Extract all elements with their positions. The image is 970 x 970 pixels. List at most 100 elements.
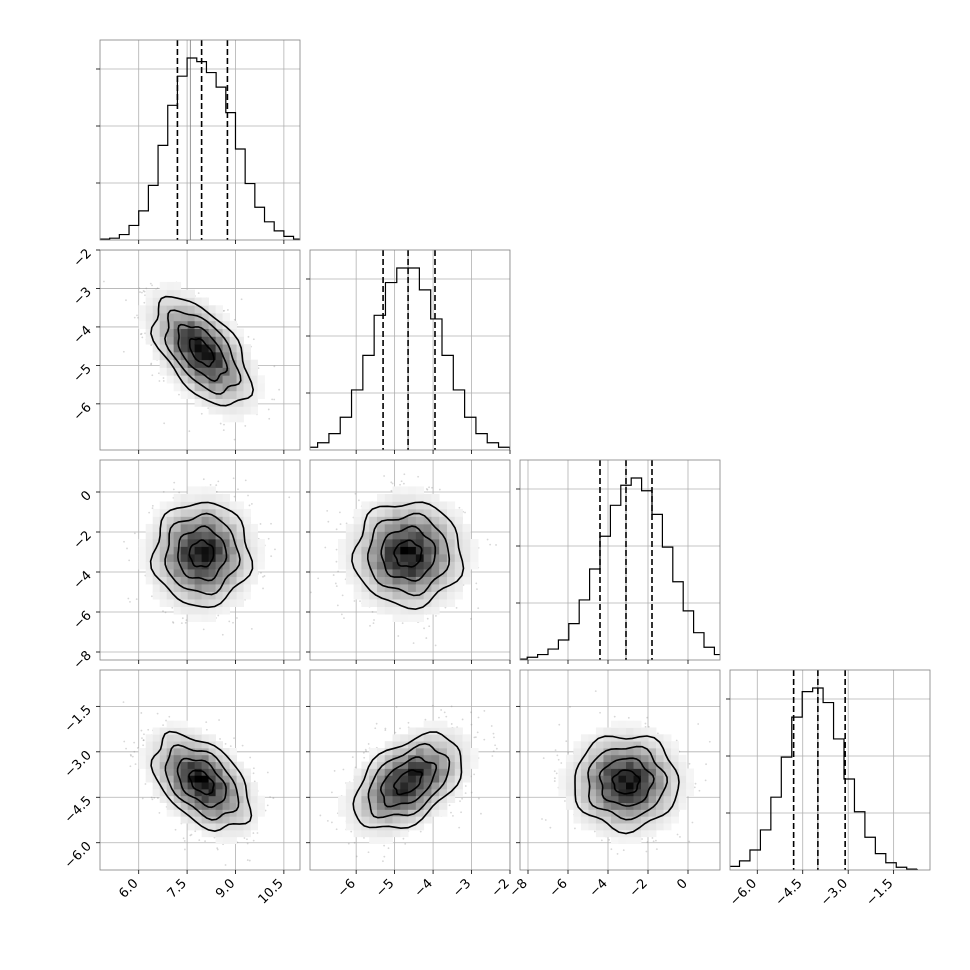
scatter-point (428, 486, 430, 489)
density-cell (415, 727, 425, 735)
density-cell (361, 546, 370, 555)
density-cell (392, 741, 401, 749)
density-cell (415, 747, 425, 756)
density-cell (446, 768, 456, 776)
scatter-point (564, 800, 566, 802)
density-cell (187, 336, 196, 345)
density-cell (610, 768, 619, 776)
density-cell (454, 531, 463, 540)
density-cell (159, 305, 168, 314)
density-cell (166, 802, 175, 810)
scatter-point (185, 619, 188, 622)
density-cell (257, 546, 265, 555)
density-cell (208, 546, 216, 555)
density-cell (194, 508, 203, 517)
density-cell (187, 375, 196, 384)
density-cell (229, 809, 237, 817)
scatter-point (554, 749, 557, 752)
scatter-point (641, 838, 643, 840)
density-cell (208, 516, 216, 525)
density-cell (392, 823, 401, 831)
density-cell (159, 561, 168, 570)
density-cell (201, 344, 210, 353)
density-cell (229, 546, 237, 555)
scatter-point (162, 610, 164, 613)
scatter-point (122, 701, 125, 704)
scatter-point (262, 575, 264, 578)
density-cell (180, 297, 189, 306)
density-cell (376, 754, 386, 763)
density-cell (208, 795, 216, 804)
density-cell (222, 313, 230, 322)
density-cell (180, 305, 189, 314)
scatter-point (424, 718, 427, 721)
scatter-point (228, 620, 231, 623)
scatter-point (353, 600, 356, 602)
density-cell (573, 768, 582, 776)
scatter-point (252, 832, 255, 834)
scatter-point (627, 716, 630, 719)
density-cell (641, 802, 649, 810)
density-cell (338, 809, 347, 817)
density-cell (229, 576, 237, 585)
scatter-point (158, 380, 161, 382)
density-cell (138, 761, 147, 769)
density-cell (201, 516, 210, 525)
density-cell (618, 741, 627, 749)
density-cell (152, 761, 161, 769)
density-cell (166, 367, 175, 376)
scatter-point (162, 724, 164, 726)
scatter-point (269, 796, 271, 798)
density-cell (159, 508, 168, 517)
density-cell (671, 788, 679, 797)
density-cell (648, 802, 657, 810)
hist-frame (99, 39, 301, 241)
contour-line (177, 525, 228, 582)
scatter-point (645, 850, 648, 853)
density-cell (408, 795, 417, 804)
density-cell (648, 775, 657, 783)
scatter-point (342, 768, 345, 771)
density-cell (250, 802, 258, 810)
scatter-point (390, 489, 393, 492)
density-cell (633, 836, 642, 844)
density-cell (462, 523, 471, 532)
density-cell (243, 390, 251, 399)
density-cell (400, 538, 409, 547)
density-cell (229, 367, 237, 376)
density-cell (610, 816, 619, 824)
scatter-point (374, 727, 377, 730)
density-cell (361, 768, 370, 776)
density-cell (194, 599, 203, 607)
density-cell (580, 761, 589, 769)
density-cell (353, 591, 362, 600)
density-cell (152, 516, 161, 525)
density-cell (201, 367, 210, 376)
density-cell (187, 754, 196, 763)
scatter-point (151, 507, 154, 510)
density-cell (229, 383, 237, 392)
density-cell (408, 802, 417, 810)
density-cell (180, 313, 189, 322)
density-cell (208, 591, 216, 600)
density-cell (159, 501, 168, 510)
density-cell (353, 829, 362, 838)
density-cell (392, 569, 401, 577)
density-cell (415, 754, 425, 763)
density-cell (257, 383, 265, 392)
density-cell (194, 569, 203, 577)
density-cell (152, 523, 161, 532)
density-cell (173, 508, 182, 517)
density-cell (633, 823, 642, 831)
scatter-point (390, 481, 393, 484)
density-cell (159, 297, 168, 306)
contour-line (393, 539, 423, 568)
density-cell (138, 320, 147, 329)
density-cell (384, 591, 393, 600)
scatter-point (217, 614, 220, 617)
contour-line (367, 742, 451, 819)
density-cell (392, 747, 401, 756)
density-cell (446, 741, 456, 749)
scatter-point (369, 624, 371, 627)
density-cell (338, 795, 347, 804)
